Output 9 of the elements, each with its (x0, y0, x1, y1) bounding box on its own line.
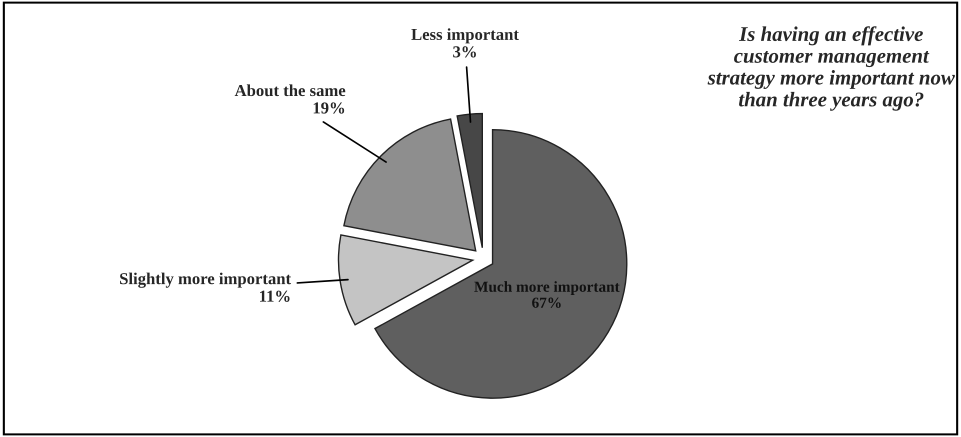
slice-label: Much more important (474, 281, 620, 295)
text: Is having an effective customer management strategy more important now than three years ago? (708, 26, 955, 111)
data-label: 19% (314, 102, 344, 114)
slice-label: About the same (234, 84, 346, 96)
data-label: 3% (453, 46, 476, 58)
slice-label: Slightly more important (120, 272, 292, 288)
data-label: 11% (260, 290, 290, 302)
slice-label: Less important (411, 28, 519, 44)
data-label: 67% (532, 298, 561, 308)
